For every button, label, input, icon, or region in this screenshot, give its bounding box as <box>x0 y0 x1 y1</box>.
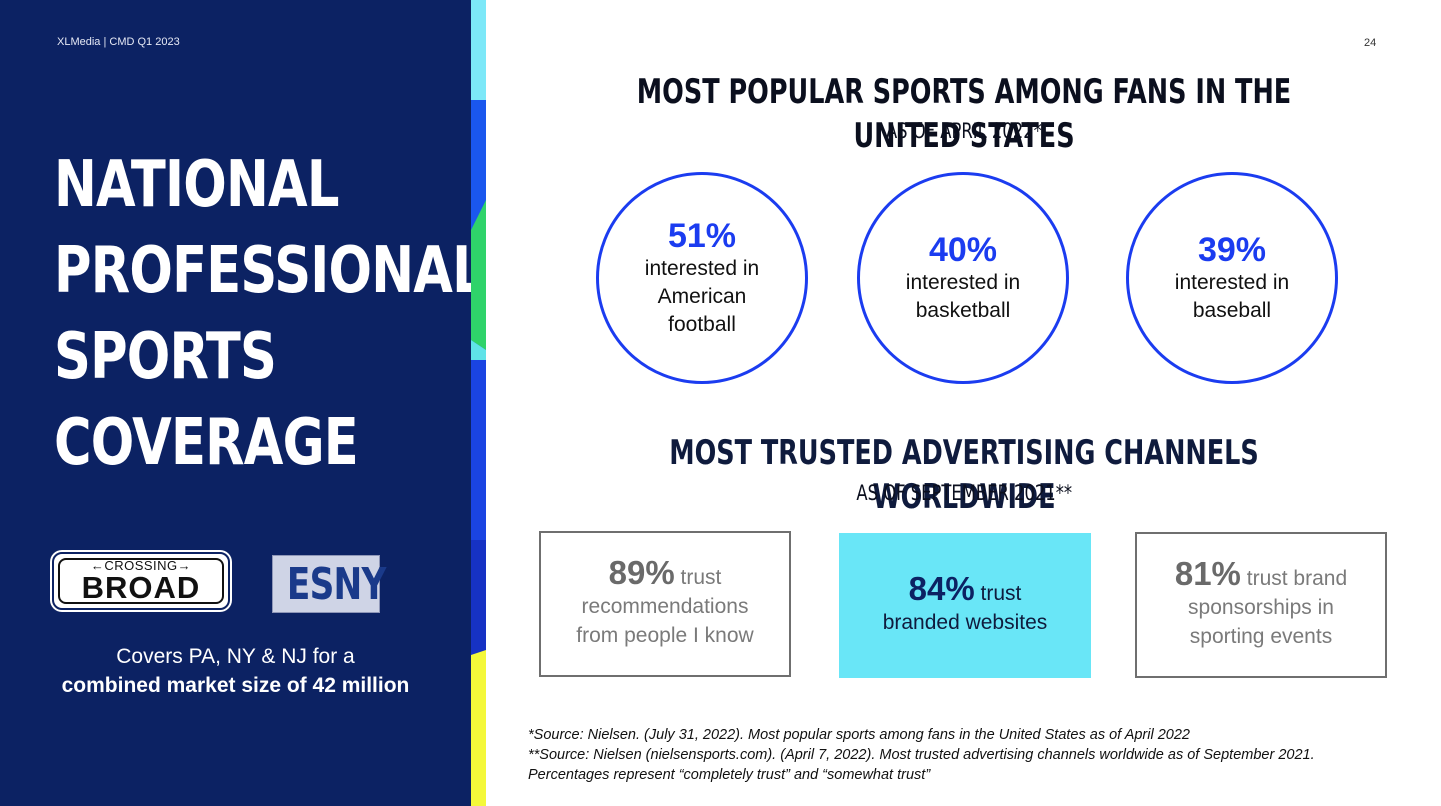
page-number: 24 <box>1364 37 1377 49</box>
stat-percentage: 51% <box>667 217 737 255</box>
popular-sports-subtitle: AS OF APRIL 2022* <box>886 119 1042 143</box>
popular-sports-title: MOST POPULAR SPORTS AMONG FANS IN THE UN… <box>636 72 1292 156</box>
crossing-broad-logo-main: BROAD <box>81 570 201 605</box>
trust-label: trust <box>980 582 1022 605</box>
stat-percentage: 39% <box>1197 231 1267 269</box>
section-title: NATIONAL PROFESSIONAL SPORTS COVERAGE <box>54 142 485 486</box>
decorative-stripe <box>471 0 486 806</box>
stat-percentage: 40% <box>928 231 998 269</box>
stat-description: interested in <box>1174 271 1290 294</box>
footnote: *Source: Nielsen. (July 31, 2022). Most … <box>528 727 1190 743</box>
stat-circle-basketball: 40% interested in basketball <box>857 172 1069 384</box>
esny-logo-text: ESNY <box>286 559 386 610</box>
trusted-channels-subtitle: AS OF SEPTEMBER 2021** <box>856 481 1072 505</box>
document-label: XLMedia | CMD Q1 2023 <box>57 36 180 48</box>
trust-percentage: 81% <box>1174 555 1241 592</box>
trust-percentage: 84% <box>908 570 975 607</box>
stat-circle-baseball: 39% interested in baseball <box>1126 172 1338 384</box>
title-line: PROFESSIONAL <box>54 234 485 308</box>
trusted-channels-title: MOST TRUSTED ADVERTISING CHANNELS WORLDW… <box>669 433 1259 517</box>
esny-logo: ESNY <box>272 555 386 613</box>
trust-description: branded websites <box>882 611 1048 634</box>
title-line: SPORTS <box>54 320 277 394</box>
footnote: Percentages represent “completely trust”… <box>528 767 931 783</box>
trust-description: sporting events <box>1189 625 1333 648</box>
trust-description: recommendations <box>581 595 749 618</box>
trust-box-recommendations: 89% trust recommendations from people I … <box>539 531 791 677</box>
coverage-line-bold: combined market size of 42 million <box>61 674 410 697</box>
footnote: **Source: Nielsen (nielsensports.com). (… <box>528 747 1315 763</box>
stat-description: interested in <box>905 271 1021 294</box>
stat-description: basketball <box>915 299 1011 322</box>
title-line: COVERAGE <box>54 406 359 480</box>
trust-percentage: 89% <box>608 554 675 591</box>
crossing-broad-logo-top: ←CROSSING→ <box>90 558 192 573</box>
stat-description: football <box>668 313 736 336</box>
coverage-line: Covers PA, NY & NJ for a <box>116 645 355 668</box>
trust-description: from people I know <box>576 624 754 647</box>
coverage-summary: Covers PA, NY & NJ for a combined market… <box>0 642 471 700</box>
left-panel: XLMedia | CMD Q1 2023 NATIONAL PROFESSIO… <box>0 0 485 806</box>
crossing-broad-logo: ←CROSSING→ BROAD <box>52 552 230 610</box>
stat-circle-football: 51% interested in American football <box>596 172 808 384</box>
stat-description: American <box>657 285 747 308</box>
trust-description: sponsorships in <box>1188 596 1334 619</box>
trust-label: trust <box>680 566 722 589</box>
trust-label: trust brand <box>1246 567 1348 590</box>
trust-box-sponsorships: 81% trust brand sponsorships in sporting… <box>1135 532 1387 678</box>
stat-description: interested in <box>644 257 760 280</box>
stat-description: baseball <box>1192 299 1272 322</box>
title-line: NATIONAL <box>54 148 340 222</box>
source-footnotes: *Source: Nielsen. (July 31, 2022). Most … <box>528 725 1315 785</box>
trust-box-branded-websites: 84% trust branded websites <box>839 533 1091 678</box>
